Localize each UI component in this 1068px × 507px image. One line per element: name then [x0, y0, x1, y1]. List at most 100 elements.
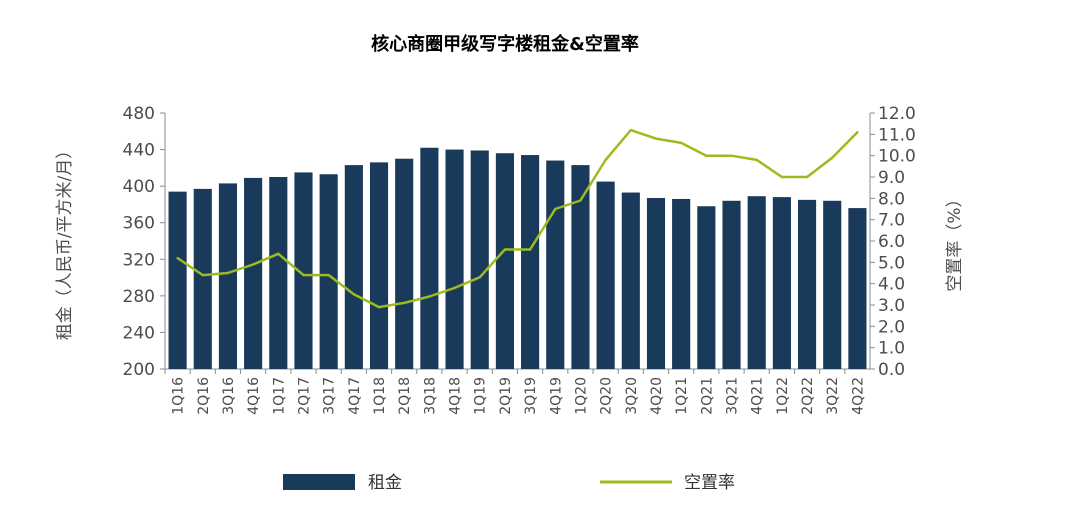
line-group	[176, 128, 859, 309]
left-axis-title: 租金（人民币/平方米/月）	[55, 142, 75, 340]
rent-bar	[621, 192, 640, 369]
rent-bar	[722, 200, 741, 369]
vacancy-point	[604, 158, 607, 162]
rent-bar	[521, 155, 540, 369]
vacancy-point	[453, 286, 456, 290]
x-tick-label: 3Q18	[422, 377, 438, 415]
x-tick-label: 2Q20	[599, 377, 615, 415]
vacancy-point	[856, 131, 859, 134]
vacancy-point	[226, 271, 230, 275]
legend-label-vacancy: 空置率	[684, 473, 735, 493]
rent-bar	[344, 165, 363, 369]
rent-bar	[772, 197, 791, 369]
left-tick-label: 400	[123, 177, 155, 197]
vacancy-point	[679, 141, 683, 145]
x-tick-label: 3Q17	[322, 377, 338, 415]
rent-bar	[445, 149, 464, 369]
vacancy-point	[503, 248, 507, 251]
x-tick-label: 4Q16	[246, 377, 262, 415]
vacancy-line	[176, 128, 859, 309]
x-tick-label: 1Q16	[171, 377, 187, 415]
rent-bar	[319, 174, 338, 369]
legend-swatch-rent	[283, 474, 355, 490]
rent-bar	[395, 158, 414, 369]
rent-bar	[193, 188, 212, 369]
vacancy-point	[302, 273, 305, 277]
x-tick-label: 2Q17	[296, 377, 312, 415]
right-tick-label: 8.0	[878, 189, 905, 209]
vacancy-point	[831, 156, 834, 159]
left-tick-label: 480	[123, 104, 155, 124]
rent-bar	[596, 181, 615, 369]
rent-bar	[369, 162, 389, 369]
rent-bar	[495, 153, 514, 369]
vacancy-point	[780, 175, 784, 179]
vacancy-point	[277, 252, 280, 255]
right-tick-label: 0.0	[878, 360, 905, 380]
vacancy-point	[428, 295, 431, 298]
axes	[160, 112, 875, 374]
right-tick-label: 7.0	[878, 211, 905, 231]
x-tick-label: 1Q19	[473, 377, 489, 415]
rent-bar	[747, 196, 766, 369]
vacancy-point	[730, 154, 733, 157]
right-tick-label: 2.0	[878, 317, 905, 337]
left-tick-label: 240	[123, 323, 155, 343]
right-tick-label: 12.0	[878, 104, 916, 124]
x-tick-label: 3Q19	[523, 377, 539, 415]
x-tick-label: 4Q18	[448, 377, 464, 415]
vacancy-point	[478, 276, 481, 279]
vacancy-point	[805, 175, 809, 179]
x-tick-label: 4Q19	[548, 377, 564, 415]
x-tick-label: 3Q16	[221, 377, 237, 415]
x-tick-label: 1Q20	[573, 377, 589, 415]
right-tick-label: 11.0	[878, 125, 916, 145]
vacancy-point	[352, 293, 356, 296]
right-tick-label: 9.0	[878, 168, 905, 188]
rent-bar	[823, 200, 842, 369]
x-tick-label: 2Q16	[196, 377, 212, 415]
x-tick-label: 1Q17	[271, 377, 287, 415]
tick-labels-group: 480 440 400 360 320 280 240 200 12.011.010.09.08…	[55, 104, 965, 415]
rent-bar	[646, 198, 666, 369]
x-tick-label: 3Q21	[725, 377, 741, 415]
x-tick-label: 2Q22	[800, 377, 816, 415]
left-tick-label: 320	[123, 250, 155, 270]
vacancy-point	[554, 207, 557, 211]
x-tick-label: 3Q20	[624, 377, 640, 415]
vacancy-point	[528, 248, 532, 251]
rent-bar	[848, 208, 867, 369]
vacancy-point	[377, 305, 381, 309]
vacancy-point	[755, 158, 758, 162]
rent-bar	[697, 206, 716, 369]
vacancy-point	[176, 256, 179, 260]
rent-bar	[672, 198, 691, 369]
vacancy-point	[579, 199, 582, 202]
x-tick-label: 2Q21	[699, 377, 715, 415]
rent-bar	[797, 199, 817, 369]
vacancy-point	[402, 301, 406, 305]
x-tick-label: 4Q20	[649, 377, 665, 415]
right-tick-label: 6.0	[878, 232, 905, 252]
x-tick-label: 4Q17	[347, 377, 363, 415]
rent-bar	[294, 172, 313, 369]
vacancy-point	[201, 273, 204, 277]
rent-bar	[269, 177, 288, 369]
rent-bar	[546, 160, 565, 369]
x-tick-label: 2Q18	[397, 377, 413, 415]
left-tick-label: 440	[123, 141, 155, 161]
legend-label-rent: 租金	[368, 473, 402, 493]
right-tick-label: 4.0	[878, 275, 905, 295]
rent-bar	[420, 147, 439, 369]
x-tick-label: 2Q19	[498, 377, 514, 415]
x-tick-label: 3Q22	[825, 377, 841, 415]
chart-title: 核心商圈甲级写字楼租金&空置率	[371, 34, 639, 55]
left-tick-label: 200	[123, 360, 155, 380]
x-tick-label: 1Q21	[674, 377, 690, 415]
x-tick-label: 4Q21	[750, 377, 766, 415]
vacancy-point	[705, 154, 708, 157]
right-tick-label: 3.0	[878, 296, 905, 316]
x-tick-label: 1Q22	[775, 377, 791, 415]
bars-group	[168, 147, 867, 369]
legend: 租金 空置率	[283, 473, 735, 493]
